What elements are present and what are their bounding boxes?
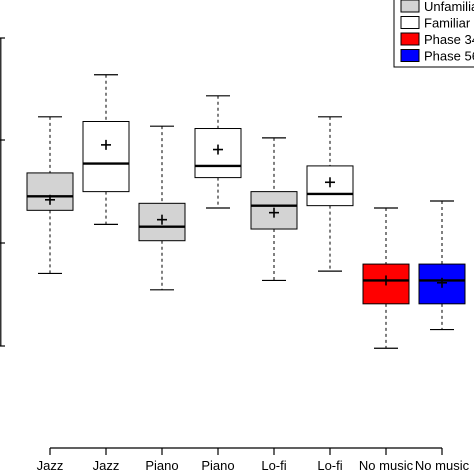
x-tick-label: Piano xyxy=(145,458,178,473)
box-4 xyxy=(194,95,242,209)
mean-marker xyxy=(381,275,391,286)
legend-swatch xyxy=(400,0,420,13)
box-7 xyxy=(362,207,410,349)
legend-entry-familiar: Familiar xyxy=(400,16,471,31)
box-8 xyxy=(418,200,466,331)
box-2 xyxy=(82,74,130,225)
box-series xyxy=(26,74,466,349)
mean-marker xyxy=(157,214,167,225)
legend-label: Unfamiliar xyxy=(424,0,474,14)
box-iqr xyxy=(82,121,130,193)
mean-marker xyxy=(269,207,279,218)
legend-label: Familiar xyxy=(424,16,471,31)
legend-entry-phase34: Phase 34 xyxy=(400,32,474,47)
x-tick-label: Lo-fi xyxy=(317,458,342,473)
x-tick-label: No music xyxy=(359,458,414,473)
axes xyxy=(0,37,442,449)
x-tick-label: Piano xyxy=(201,458,234,473)
mean-marker xyxy=(213,144,223,155)
mean-marker xyxy=(325,177,335,188)
legend-entry-unfamiliar: Unfamiliar xyxy=(400,0,474,14)
box-5 xyxy=(250,137,298,282)
box-1 xyxy=(26,116,74,275)
box-iqr xyxy=(306,165,354,207)
mean-marker xyxy=(437,277,447,288)
mean-marker xyxy=(45,194,55,205)
legend-label: Phase 56 xyxy=(424,49,474,64)
x-tick-label: Jazz xyxy=(37,458,64,473)
box-6 xyxy=(306,116,354,272)
mean-marker xyxy=(101,139,111,150)
legend-swatch xyxy=(400,16,420,29)
legend-label: Phase 34 xyxy=(424,32,474,47)
x-axis-ticks: Jazz Jazz Piano Piano Lo-fi Lo-fi No music No m… xyxy=(37,448,470,473)
legend-swatch xyxy=(400,49,420,62)
legend-swatch xyxy=(400,32,420,46)
legend-entry-phase56: Phase 56 xyxy=(400,49,474,64)
x-tick-label: No music xyxy=(415,458,470,473)
box-3 xyxy=(138,125,186,291)
x-tick-label: Jazz xyxy=(93,458,120,473)
x-tick-label: Lo-fi xyxy=(261,458,286,473)
